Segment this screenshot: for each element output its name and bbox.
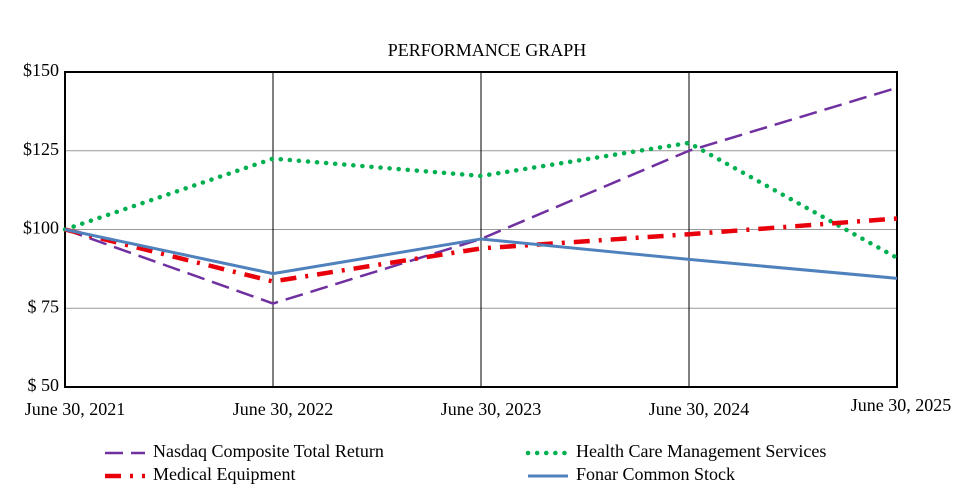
chart-title: PERFORMANCE GRAPH bbox=[388, 40, 587, 60]
legend-label: Medical Equipment bbox=[153, 464, 295, 484]
series-line bbox=[62, 140, 900, 261]
x-tick-label: June 30, 2025 bbox=[851, 395, 952, 415]
x-tick-label: June 30, 2024 bbox=[649, 399, 750, 419]
legend-label: Fonar Common Stock bbox=[576, 464, 735, 484]
y-tick-label: $100 bbox=[23, 218, 59, 238]
y-tick-label: $ 75 bbox=[28, 296, 60, 316]
x-tick-label: June 30, 2021 bbox=[25, 399, 126, 419]
y-tick-label: $ 50 bbox=[28, 375, 60, 395]
series-line bbox=[64, 228, 898, 280]
legend-label: Health Care Management Services bbox=[576, 441, 826, 461]
x-tick-label: June 30, 2022 bbox=[233, 399, 334, 419]
legend-label: Nasdaq Composite Total Return bbox=[153, 441, 384, 461]
y-tick-label: $150 bbox=[23, 60, 59, 80]
x-tick-label: June 30, 2023 bbox=[441, 399, 542, 419]
y-tick-label: $125 bbox=[23, 139, 59, 159]
series-line bbox=[64, 216, 898, 284]
series-line bbox=[64, 86, 898, 305]
